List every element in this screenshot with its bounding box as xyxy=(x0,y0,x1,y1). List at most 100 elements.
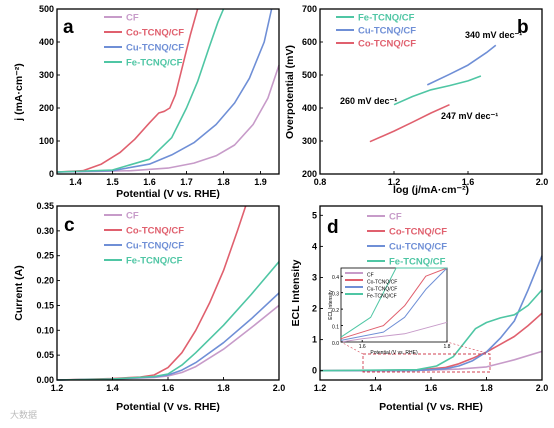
panel-c-legend-label: Co-TCNQ/CF xyxy=(126,226,184,237)
panel-d-ytick-label: 2 xyxy=(312,304,317,314)
panel-d-xtick-label: 1.8 xyxy=(480,383,493,393)
panel-d-xlabel: Potential (V vs. RHE) xyxy=(379,401,483,413)
panel-c-ytick-label: 0.35 xyxy=(36,201,54,211)
panel-c-ytick-label: 0.15 xyxy=(36,300,54,310)
panel-a-ytick-label: 200 xyxy=(39,103,54,113)
panel-a-ylabel: j (mA·cm⁻²) xyxy=(13,63,25,121)
inset-ytick-label: 0.2 xyxy=(332,308,339,314)
panel-a-legend-label: CF xyxy=(126,13,139,24)
panel-d-legend: CF Co-TCNQ/CF Cu-TCNQ/CF Fe-TCNQ/CF xyxy=(367,212,447,268)
panel-b-ytick-label: 400 xyxy=(302,103,317,113)
panel-b-axes: 0.8 1.2 1.6 2.0 200 300 400 500 600 700 xyxy=(302,4,548,187)
panel-c-series xyxy=(56,205,280,381)
panel-c-legend-label: CF xyxy=(126,211,139,222)
panel-c-label: c xyxy=(64,215,75,236)
panel-b-xtick-label: 1.2 xyxy=(388,177,401,187)
panel-d-ylabel: ECL Intensity xyxy=(290,259,302,326)
panel-b-series-fe xyxy=(393,75,482,106)
panel-b-ytick-label: 700 xyxy=(302,4,317,14)
panel-a-legend: CF Co-TCNQ/CF Cu-TCNQ/CF Fe-TCNQ/CF xyxy=(104,13,184,69)
panel-a-frame xyxy=(56,8,280,175)
panel-b-series-co xyxy=(369,103,450,143)
panel-a-xtick-label: 1.7 xyxy=(180,177,193,187)
panel-b-series-cu xyxy=(426,44,497,86)
panel-c-xtick-label: 1.6 xyxy=(162,383,175,393)
panel-a-legend-label: Co-TCNQ/CF xyxy=(126,28,184,39)
panel-c-series-cf xyxy=(56,304,280,381)
panel-d-ytick-label: 4 xyxy=(312,241,317,251)
panel-b-ytick-label: 600 xyxy=(302,37,317,47)
panel-d-xtick-label: 1.4 xyxy=(369,383,382,393)
inset-series-co xyxy=(340,267,448,340)
panel-d-xtick-label: 1.2 xyxy=(314,383,327,393)
panel-c-legend: CF Co-TCNQ/CF Cu-TCNQ/CF Fe-TCNQ/CF xyxy=(104,211,184,267)
panel-d-ytick-label: 0 xyxy=(312,366,317,376)
panel-a-xtick-label: 1.9 xyxy=(254,177,267,187)
slope-annotation-cu: 340 mV dec⁻¹ xyxy=(465,30,522,40)
panel-b-legend: Fe-TCNQ/CF Cu-TCNQ/CF Co-TCNQ/CF xyxy=(336,13,416,50)
inset-series-cf xyxy=(340,321,448,343)
inset-ytick-label: 0.4 xyxy=(332,275,339,281)
panel-a-ytick-label: 100 xyxy=(39,136,54,146)
panel-c-xlabel: Potential (V vs. RHE) xyxy=(116,401,220,413)
panel-b-xlabel: log (j/mA·cm⁻²) xyxy=(393,184,469,196)
panel-c-axes: 1.2 1.4 1.6 1.8 2.0 0.00 0.05 0.10 0.15 0.20 0.25 0… xyxy=(36,201,285,393)
panel-d-series-fe xyxy=(319,289,543,372)
panel-c-ytick-label: 0.00 xyxy=(36,375,54,385)
panel-c-ytick-label: 0.25 xyxy=(36,251,54,261)
slope-annotation-fe: 260 mV dec⁻¹ xyxy=(340,96,397,106)
panel-a-axes: 1.4 1.5 1.6 1.7 1.8 1.9 0 100 200 300 400 500 xyxy=(39,4,267,187)
panel-b-legend-label: Cu-TCNQ/CF xyxy=(358,26,416,37)
panel-a-series-cu xyxy=(56,8,273,173)
inset-ytick-label: 0.3 xyxy=(332,292,339,298)
panel-c-series-fe xyxy=(56,261,280,381)
panel-d-legend-label: CF xyxy=(389,212,402,223)
inset-ytick-label: 0.1 xyxy=(332,325,339,331)
panel-d-xtick-label: 1.6 xyxy=(425,383,438,393)
panel-b-legend-label: Co-TCNQ/CF xyxy=(358,39,416,50)
panel-d-axes: 1.2 1.4 1.6 1.8 2.0 0 1 2 3 4 5 xyxy=(312,210,548,393)
panel-b-xtick-label: 0.8 xyxy=(314,177,327,187)
panel-d-xtick-label: 2.0 xyxy=(536,383,549,393)
panel-a-xtick-label: 1.6 xyxy=(143,177,156,187)
inset-series xyxy=(340,267,448,343)
panel-b-legend-label: Fe-TCNQ/CF xyxy=(358,13,415,24)
panel-b: 0.8 1.2 1.6 2.0 200 300 400 500 600 700 b Fe-TCNQ… xyxy=(284,4,548,196)
inset-legend-label: CF xyxy=(367,273,374,279)
panel-a-series-fe xyxy=(56,8,225,173)
panel-a-label: a xyxy=(63,17,74,38)
panel-b-frame xyxy=(319,8,543,175)
slope-annotation-co: 247 mV dec⁻¹ xyxy=(441,111,498,121)
zoom-box xyxy=(362,353,491,373)
inset-ylabel: ECL Intensity xyxy=(328,290,334,320)
panel-b-xtick-label: 1.6 xyxy=(462,177,475,187)
panel-b-series xyxy=(369,44,497,143)
panel-a-ytick-label: 0 xyxy=(49,169,54,179)
panel-c-ytick-label: 0.05 xyxy=(36,350,54,360)
panel-b-ytick-label: 200 xyxy=(302,169,317,179)
panel-a-series xyxy=(56,8,280,173)
inset: 1.6 1.8 0.0 0.1 0.2 0.3 0.4 CFCo-TCNQ/CFCu-TCN… xyxy=(328,267,451,356)
panel-a-xtick-label: 1.5 xyxy=(106,177,119,187)
panel-d-series xyxy=(319,255,543,372)
panel-a-ytick-label: 400 xyxy=(39,37,54,47)
panel-c-ytick-label: 0.30 xyxy=(36,226,54,236)
panel-c-legend-label: Fe-TCNQ/CF xyxy=(126,256,183,267)
panel-c: 1.2 1.4 1.6 1.8 2.0 0.00 0.05 0.10 0.15 0.20 0.25 0… xyxy=(13,201,285,413)
panel-b-label: b xyxy=(517,17,529,38)
panel-a-ytick-label: 300 xyxy=(39,70,54,80)
panel-d-legend-label: Cu-TCNQ/CF xyxy=(389,242,447,253)
panel-a-series-co xyxy=(56,8,199,173)
panel-b-xtick-label: 2.0 xyxy=(536,177,549,187)
panel-a-xlabel: Potential (V vs. RHE) xyxy=(116,188,220,200)
panel-d-ytick-label: 1 xyxy=(312,335,317,345)
panel-c-ytick-label: 0.20 xyxy=(36,276,54,286)
inset-xlabel: Potential (V vs. RHE) xyxy=(370,350,418,356)
inset-ytick-label: 0.0 xyxy=(332,341,339,347)
zoom-connector-left xyxy=(340,341,364,355)
inset-xtick-label: 1.6 xyxy=(359,344,366,350)
panel-b-ytick-label: 300 xyxy=(302,136,317,146)
